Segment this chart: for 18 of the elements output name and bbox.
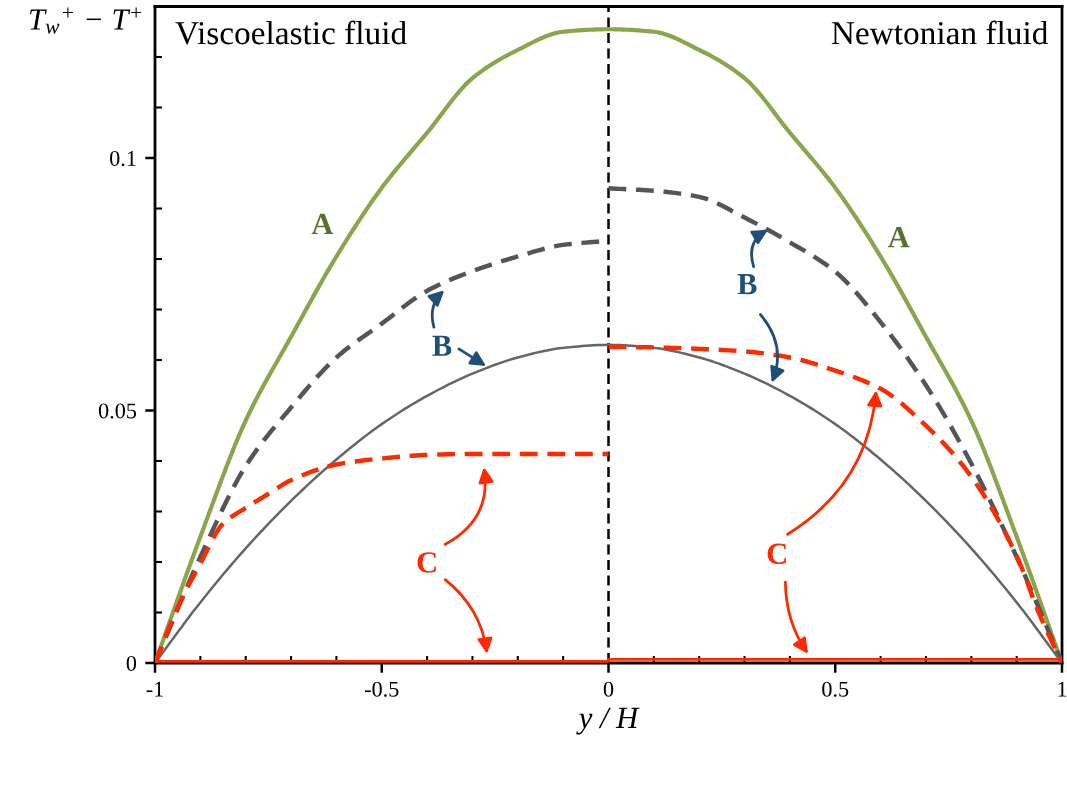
annotation: B [737, 274, 757, 295]
y-tick-label: 0.1 [110, 150, 136, 167]
annotation: Newtonian fluid [831, 20, 1048, 45]
x-tick-label: -0.5 [364, 681, 399, 697]
y-tick-label: 0.05 [98, 403, 137, 419]
y-tick-label: 0 [126, 655, 137, 671]
x-tick-label: 0.5 [822, 681, 849, 697]
annotation: B [432, 335, 452, 356]
x-tick-label: 1 [1058, 681, 1067, 697]
annotation: C [767, 543, 786, 565]
annotation: Viscoelastic fluid [175, 20, 407, 45]
annotation: A [311, 213, 334, 235]
annotation: A [888, 226, 910, 248]
x-axis-title: y / H [576, 707, 640, 735]
y-axis-title: T$_{w}$$^{+}$ − T$^{+}$ [30, 7, 142, 34]
x-tick-label: -1 [146, 681, 163, 697]
annotation: C [417, 552, 436, 573]
x-tick-label: 0 [603, 681, 614, 697]
